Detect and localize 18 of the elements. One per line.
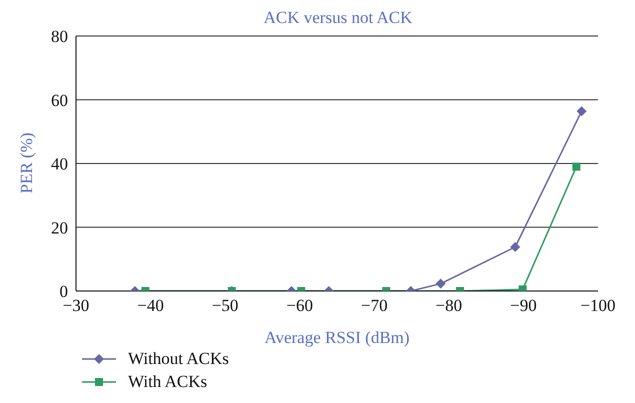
x-tick-label: −40 — [137, 296, 164, 316]
chart-title: ACK versus not ACK — [262, 8, 414, 28]
y-tick-label: 20 — [51, 218, 68, 238]
x-tick-label: −100 — [580, 296, 616, 316]
y-tick-label: 60 — [51, 90, 68, 110]
legend-label: With ACKs — [128, 371, 208, 393]
point — [576, 106, 587, 116]
y-axis-title: PER (%) — [17, 132, 36, 194]
x-tick-label: −80 — [436, 296, 462, 316]
x-axis-title: Average RSSI (dBm) — [264, 328, 410, 347]
y-tick-label: 80 — [51, 27, 68, 46]
x-tick-label: −60 — [286, 296, 314, 316]
x-tick-label: −70 — [360, 296, 388, 316]
point — [572, 162, 580, 171]
y-tick-label: 40 — [51, 154, 68, 174]
legend-label: Without ACKs — [128, 348, 229, 370]
x-tick-label: −90 — [510, 296, 537, 316]
x-tick-label: −50 — [212, 296, 238, 316]
